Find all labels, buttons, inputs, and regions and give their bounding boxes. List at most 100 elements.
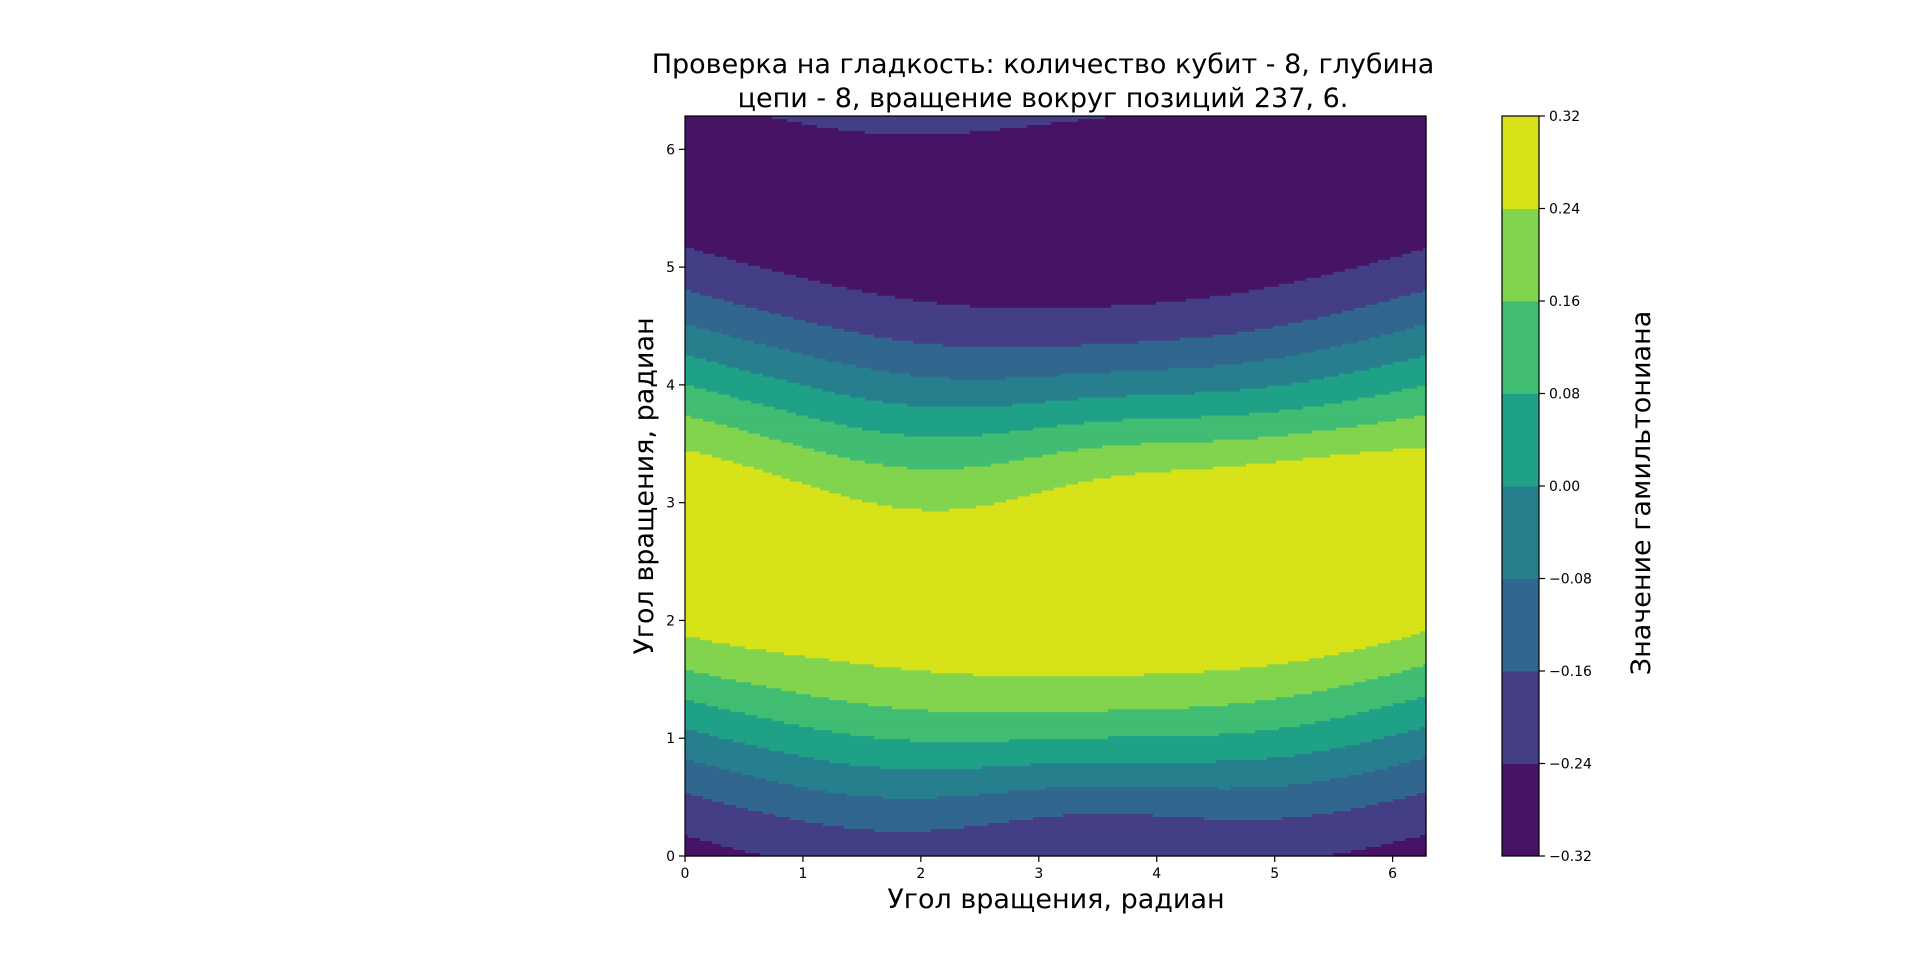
contour-band-cell [1378, 259, 1427, 264]
contour-band-cell [1249, 289, 1424, 294]
contour-band-cell [862, 289, 1250, 294]
contour-band-cell [1354, 649, 1427, 653]
contour-band-cell [685, 304, 746, 309]
contour-band-cell [895, 295, 1211, 300]
x-tick-label: 0 [681, 866, 690, 882]
contour-band-cell [856, 364, 1214, 369]
contour-band-cell [685, 301, 734, 306]
colorbar-tick-label: −0.08 [1549, 572, 1592, 588]
contour-band-cell [685, 655, 806, 659]
y-tick-label: 3 [666, 496, 675, 512]
contour-band-cell [784, 652, 1340, 656]
x-axis: 0 1 2 3 4 5 6 [681, 856, 1397, 882]
contour-band-cell [691, 289, 863, 294]
contour-band-cell [766, 343, 944, 348]
contour-band-cell [685, 283, 833, 288]
contour-band-cell [685, 286, 848, 291]
colorbar-tick-label: 0.32 [1549, 109, 1580, 125]
contour-band-cell [802, 481, 1079, 486]
contour-band-cell [685, 826, 845, 830]
contour-band-cell [685, 199, 1427, 204]
contour-band-cell [685, 307, 758, 312]
contour-band-cell [748, 430, 881, 435]
contour-band-cell [964, 826, 1427, 830]
contour-band-cell [685, 229, 1427, 234]
contour-band-cell [1123, 418, 1397, 423]
contour-band-cell [685, 202, 1427, 207]
contour-band-cell [826, 451, 1058, 456]
contour-band-cell [1030, 493, 1427, 498]
contour-band-cell [685, 193, 1427, 198]
contour-band-cell [715, 253, 1403, 258]
contour-band-cell [1399, 763, 1427, 767]
contour-band-cell [1219, 733, 1397, 737]
contour-band-cell [724, 298, 914, 303]
contour-band-cell [685, 238, 1427, 243]
contour-band-cell [991, 463, 1247, 468]
contour-band-cell [685, 526, 1427, 531]
contour-band-cell [1111, 475, 1427, 480]
contour-band-cell [685, 775, 755, 779]
contour-band-cell [685, 721, 785, 725]
contour-band-cell [685, 550, 1427, 555]
contour-band-cell [685, 169, 1427, 174]
contour-band-cell [1054, 487, 1427, 492]
contour-band-cell [805, 655, 1325, 659]
contour-band-cell [970, 130, 1427, 135]
colorbar-tick-label: 0.16 [1549, 294, 1580, 310]
contour-band-cell [739, 427, 863, 432]
contour-band-cell [712, 799, 1394, 803]
contour-band-cell [685, 130, 866, 135]
contour-band-cell [739, 397, 866, 402]
contour-band-cell [805, 820, 1010, 824]
contour-band-cell [796, 274, 1322, 279]
contour-band-cell [1237, 331, 1394, 336]
contour-band-cell [685, 556, 1427, 560]
contour-band-cell [694, 700, 848, 704]
contour-band-cell [1189, 706, 1382, 710]
contour-band-cell [1006, 376, 1325, 381]
contour-band-cell [1312, 814, 1427, 818]
contour-band-cell [1312, 781, 1427, 785]
contour-band-cell [1402, 637, 1427, 641]
contour-band-cell [1045, 400, 1343, 405]
contour-band-cell [685, 757, 815, 761]
contour-band-cell [685, 490, 830, 495]
contour-band-cell [1180, 337, 1370, 342]
contour-band-cell [685, 394, 731, 399]
contour-band-cell [1078, 119, 1427, 123]
contour-band-cell [868, 703, 1229, 707]
contour-band-cell [1105, 116, 1427, 120]
contour-band-cell [1111, 304, 1367, 309]
contour-band-cell [1231, 292, 1412, 297]
contour-band-cell [685, 685, 767, 689]
contour-band-cell [685, 478, 791, 483]
contour-band-cell [1420, 631, 1427, 635]
contour-band-cell [685, 727, 815, 731]
contour-band-cell [1078, 448, 1394, 453]
contour-band-cell [1378, 802, 1427, 806]
contour-band-cell [685, 790, 827, 794]
contour-band-cell [1216, 760, 1412, 764]
contour-band-cell [865, 130, 971, 135]
contour-band-cell [685, 499, 863, 504]
contour-band-cell [685, 268, 773, 273]
contour-band-cell [730, 334, 875, 339]
contour-band-cell [685, 847, 734, 851]
chart-title-line-1: Проверка на гладкость: количество кубит … [652, 49, 1435, 80]
contour-band-cell [1312, 430, 1427, 435]
contour-band-cell [1357, 712, 1427, 716]
contour-band-cell [718, 361, 842, 366]
y-tick-label: 1 [666, 731, 675, 747]
contour-band-cell [685, 154, 1427, 159]
contour-band-cell [1276, 460, 1427, 465]
contour-band-cell [685, 787, 809, 791]
contour-band-cell [1018, 496, 1427, 501]
contour-band-cell [1312, 691, 1427, 695]
contour-band-cell [1399, 295, 1427, 300]
contour-band-cell [688, 835, 1421, 839]
contour-band-cell [1381, 364, 1427, 369]
contour-band-cell [694, 247, 1424, 252]
contour-band-cell [685, 853, 761, 857]
